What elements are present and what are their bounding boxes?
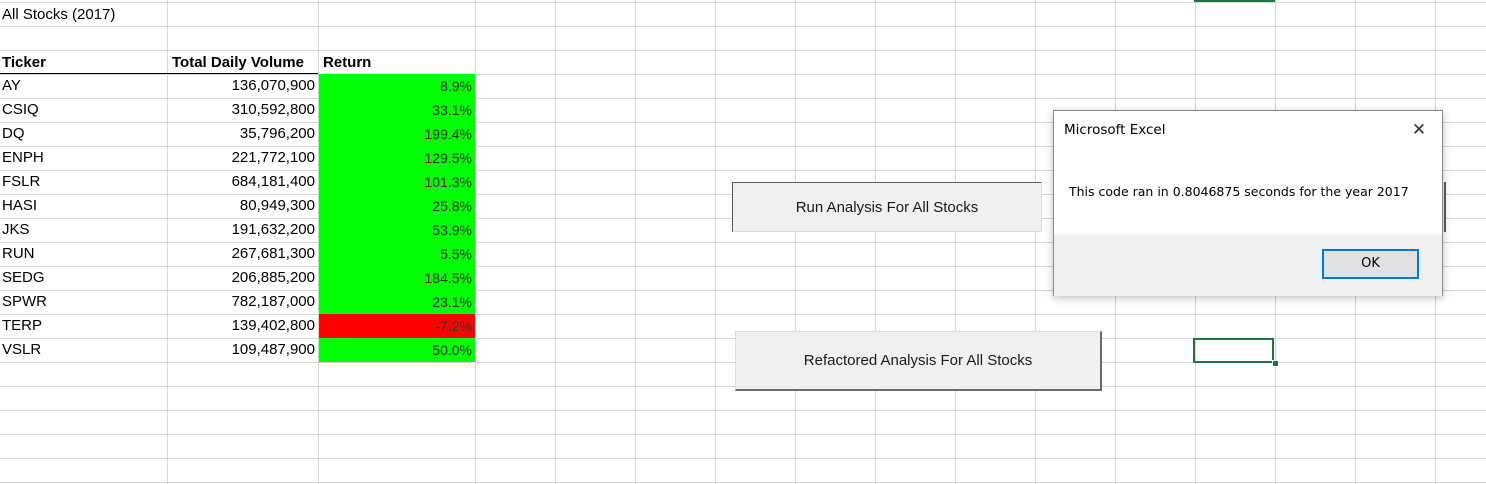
gridline-horizontal — [0, 314, 1486, 315]
dialog-message: This code ran in 0.8046875 seconds for t… — [1069, 184, 1409, 199]
gridline-horizontal — [0, 146, 1486, 147]
return-cell-fill — [319, 218, 475, 242]
return-cell[interactable]: 50.0% — [432, 342, 472, 358]
return-cell-fill — [319, 266, 475, 290]
ticker-cell[interactable]: HASI — [2, 197, 38, 214]
volume-cell[interactable]: 221,772,100 — [231, 149, 315, 166]
return-cell[interactable]: 199.4% — [424, 126, 472, 142]
gridline-horizontal — [0, 482, 1486, 483]
return-cell[interactable]: 8.9% — [440, 78, 472, 94]
return-cell-fill — [319, 146, 475, 170]
ticker-cell[interactable]: CSIQ — [2, 101, 39, 118]
ticker-cell[interactable]: RUN — [2, 245, 35, 262]
volume-cell[interactable]: 310,592,800 — [231, 101, 315, 118]
volume-cell[interactable]: 206,885,200 — [231, 269, 315, 286]
gridline-horizontal — [0, 98, 1486, 99]
header-bottom-border — [0, 73, 318, 74]
ticker-cell[interactable]: FSLR — [2, 173, 41, 190]
volume-cell[interactable]: 35,796,200 — [239, 125, 315, 142]
return-cell[interactable]: 184.5% — [424, 270, 472, 286]
return-cell[interactable]: 33.1% — [432, 102, 472, 118]
return-cell[interactable]: -7.2% — [435, 318, 472, 334]
ticker-cell[interactable]: TERP — [2, 317, 43, 334]
return-cell-fill — [319, 122, 475, 146]
ticker-cell[interactable]: AY — [2, 77, 21, 94]
return-cell-fill — [319, 242, 475, 266]
return-cell[interactable]: 23.1% — [432, 294, 472, 310]
ticker-cell[interactable]: ENPH — [2, 149, 44, 166]
ok-button[interactable]: OK — [1322, 249, 1419, 279]
volume-cell[interactable]: 191,632,200 — [231, 221, 315, 238]
return-cell-fill — [319, 338, 475, 362]
return-cell-fill — [319, 74, 475, 98]
dialog-footer: OK — [1054, 234, 1442, 296]
refactored-analysis-button[interactable]: Refactored Analysis For All Stocks — [735, 331, 1102, 391]
return-cell[interactable]: 129.5% — [424, 150, 472, 166]
gridline-horizontal — [0, 458, 1486, 459]
volume-cell[interactable]: 109,487,900 — [231, 341, 315, 358]
ticker-cell[interactable]: DQ — [2, 125, 25, 142]
ticker-cell[interactable]: SPWR — [2, 293, 47, 310]
gridline-horizontal — [0, 242, 1486, 243]
volume-cell[interactable]: 136,070,900 — [231, 77, 315, 94]
header-ticker[interactable]: Ticker — [2, 54, 46, 71]
header-return[interactable]: Return — [323, 54, 372, 71]
ticker-cell[interactable]: JKS — [2, 221, 30, 238]
volume-cell[interactable]: 139,402,800 — [231, 317, 315, 334]
dialog-title: Microsoft Excel — [1064, 122, 1166, 138]
selected-cell[interactable] — [1193, 338, 1274, 363]
return-cell-fill — [319, 290, 475, 314]
return-cell[interactable]: 25.8% — [432, 198, 472, 214]
volume-cell[interactable]: 782,187,000 — [231, 293, 315, 310]
sheet-title-cell[interactable]: All Stocks (2017) — [2, 6, 116, 23]
fill-handle[interactable] — [1272, 360, 1279, 367]
header-total-daily-volume[interactable]: Total Daily Volume — [172, 54, 304, 71]
volume-cell[interactable]: 267,681,300 — [231, 245, 315, 262]
return-cell-fill — [319, 194, 475, 218]
gridline-horizontal — [0, 410, 1486, 411]
gridline-horizontal — [0, 74, 1486, 75]
return-cell[interactable]: 53.9% — [432, 222, 472, 238]
gridline-horizontal — [0, 290, 1486, 291]
volume-cell[interactable]: 80,949,300 — [239, 197, 315, 214]
gridline-horizontal — [0, 50, 1486, 51]
column-selection-indicator — [1194, 0, 1275, 2]
run-analysis-button[interactable]: Run Analysis For All Stocks — [732, 182, 1042, 232]
return-cell-fill — [319, 170, 475, 194]
return-cell[interactable]: 5.5% — [440, 246, 472, 262]
return-cell-fill — [319, 314, 475, 338]
return-cell-fill — [319, 98, 475, 122]
gridline-horizontal — [0, 122, 1486, 123]
volume-cell[interactable]: 684,181,400 — [231, 173, 315, 190]
run-analysis-button-edge — [1443, 182, 1446, 232]
gridline-horizontal — [0, 434, 1486, 435]
return-cell[interactable]: 101.3% — [424, 174, 472, 190]
gridline-horizontal — [0, 2, 1486, 3]
ticker-cell[interactable]: SEDG — [2, 269, 45, 286]
gridline-horizontal — [0, 170, 1486, 171]
ticker-cell[interactable]: VSLR — [2, 341, 42, 358]
gridline-horizontal — [0, 26, 1486, 27]
gridline-horizontal — [0, 266, 1486, 267]
message-box-dialog: Microsoft Excel ✕ This code ran in 0.804… — [1053, 110, 1443, 296]
close-icon[interactable]: ✕ — [1411, 120, 1427, 140]
